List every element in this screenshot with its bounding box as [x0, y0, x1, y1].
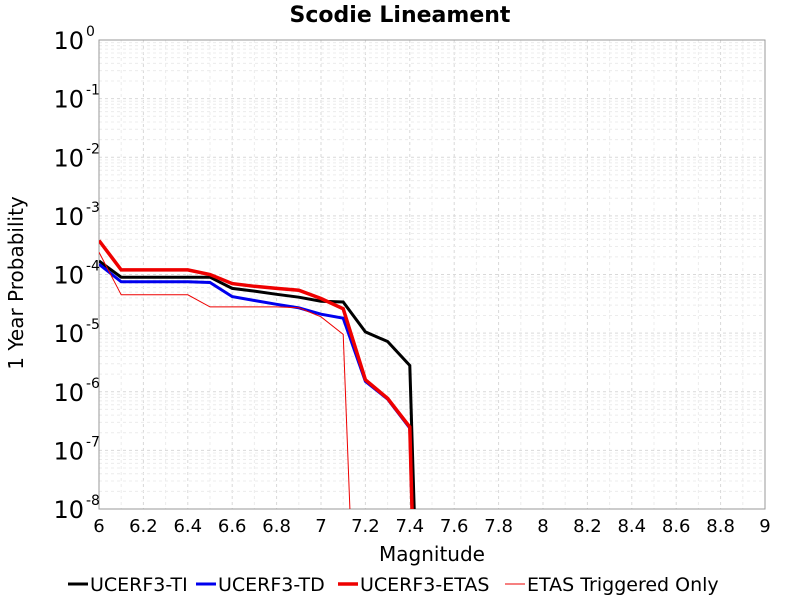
x-axis-label: Magnitude: [379, 542, 485, 566]
y-tick-base: 10: [53, 320, 84, 348]
plot-area-border: [98, 39, 766, 510]
x-tick-labels: 6 6.2 6.4 6.6 6.8 7 7.2 7.4 7.6 7.8 8 8.2 8.4 8.6 8.8 9: [93, 516, 770, 537]
y-tick-base: 10: [53, 379, 84, 407]
y-axis-label: 1 Year Probability: [4, 196, 28, 370]
legend-label: ETAS Triggered Only: [527, 574, 719, 596]
y-tick-exponent: -1: [86, 83, 100, 99]
legend-entry: ETAS Triggered Only: [505, 574, 719, 596]
y-tick-label: 10 -3: [53, 200, 100, 231]
series-lines: [99, 239, 416, 509]
y-tick-label: 10 0: [53, 24, 94, 55]
series-line-ucerf3-ti: [99, 259, 416, 509]
legend-entry: UCERF3-TI: [68, 574, 188, 596]
y-tick-base: 10: [53, 262, 84, 290]
x-tick-label: 6.6: [218, 516, 247, 537]
x-tick-label: 6: [93, 516, 104, 537]
x-tick-label: 8.8: [706, 516, 735, 537]
y-tick-base: 10: [53, 27, 84, 55]
y-tick-label: 10 -1: [53, 83, 100, 114]
y-tick-label: 10 -8: [53, 493, 100, 524]
x-tick-label: 8.6: [662, 516, 691, 537]
y-tick-exponent: -8: [86, 493, 100, 509]
grid: [98, 40, 766, 510]
x-tick-label: 6.4: [173, 516, 202, 537]
y-tick-exponent: -6: [86, 376, 100, 392]
y-tick-exponent: -4: [86, 259, 100, 275]
y-tick-exponent: -5: [86, 317, 100, 333]
x-tick-label: 8.4: [617, 516, 646, 537]
y-tick-label: 10 -7: [53, 434, 100, 465]
y-tick-label: 10 -4: [53, 259, 100, 290]
y-tick-base: 10: [53, 496, 84, 524]
legend-entry: UCERF3-ETAS: [338, 574, 489, 596]
y-tick-base: 10: [53, 203, 84, 231]
legend-label: UCERF3-TD: [218, 574, 325, 596]
x-tick-label: 7: [315, 516, 326, 537]
y-tick-exponent: -2: [86, 141, 100, 157]
x-tick-label: 7.8: [484, 516, 513, 537]
legend-label: UCERF3-ETAS: [360, 574, 489, 596]
y-tick-exponent: -7: [86, 434, 100, 450]
x-tick-label: 7.2: [351, 516, 380, 537]
y-tick-base: 10: [53, 437, 84, 465]
y-tick-exponent: 0: [86, 24, 95, 40]
y-tick-base: 10: [53, 144, 84, 172]
y-tick-label: 10 -5: [53, 317, 100, 348]
series-line-etas-triggered-only: [99, 251, 351, 509]
legend: UCERF3-TI UCERF3-TD UCERF3-ETAS ETAS Trigge…: [68, 574, 719, 596]
x-tick-label: 6.2: [129, 516, 158, 537]
y-tick-base: 10: [53, 86, 84, 114]
chart-title: Scodie Lineament: [290, 3, 511, 28]
x-tick-label: 9: [759, 516, 770, 537]
x-tick-label: 6.8: [262, 516, 291, 537]
x-tick-label: 7.4: [395, 516, 424, 537]
series-line-ucerf3-etas: [99, 239, 414, 509]
legend-entry: UCERF3-TD: [196, 574, 325, 596]
x-tick-label: 7.6: [440, 516, 469, 537]
y-tick-exponent: -3: [86, 200, 100, 216]
y-tick-label: 10 -6: [53, 376, 100, 407]
y-tick-label: 10 -2: [53, 141, 100, 172]
x-tick-label: 8.2: [573, 516, 602, 537]
legend-label: UCERF3-TI: [90, 574, 188, 596]
x-tick-label: 8: [537, 516, 548, 537]
